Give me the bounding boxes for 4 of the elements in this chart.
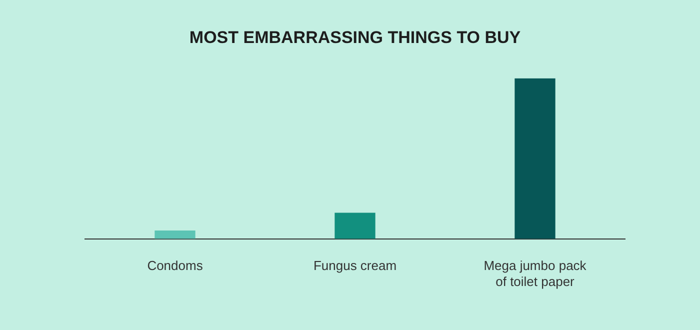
x-tick-label: Mega jumbo pack of toilet paper — [484, 258, 587, 289]
x-tick-label: Condoms — [147, 258, 204, 274]
chart-title: MOST EMBARRASSING THINGS TO BUY — [189, 28, 522, 47]
x-tick-label: Fungus cream — [313, 258, 397, 274]
